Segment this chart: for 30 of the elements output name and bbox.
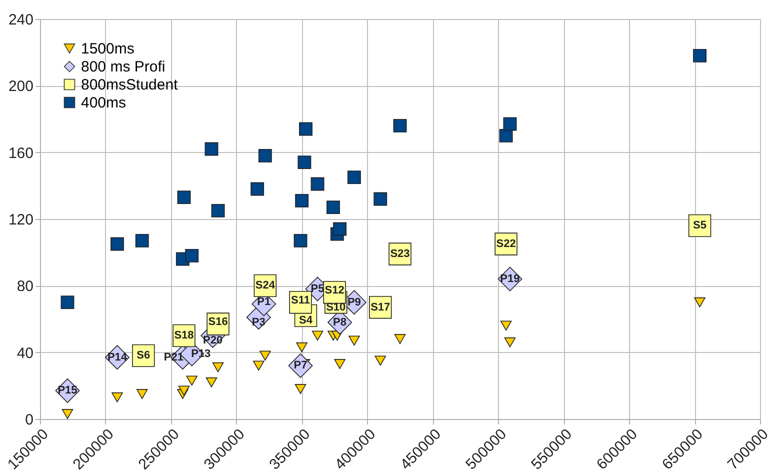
y-tick-label: 240 — [8, 12, 34, 28]
y-tick-label: 0 — [25, 412, 34, 428]
annotation: S23 — [390, 248, 410, 260]
annotation: P1 — [257, 296, 271, 308]
annotation: S11 — [291, 294, 310, 306]
annotation: S12 — [324, 284, 344, 296]
annotation: S22 — [496, 238, 516, 250]
annotation: P3 — [252, 316, 266, 328]
annotation: S5 — [693, 220, 707, 232]
y-tick-label: 120 — [8, 212, 34, 228]
annotation: P14 — [107, 351, 128, 364]
annotation: S17 — [370, 301, 390, 314]
y-tick-label: 200 — [8, 78, 34, 96]
annotation: S4 — [299, 314, 314, 327]
annotation: P15 — [58, 384, 78, 397]
annotation: S24 — [255, 280, 276, 292]
annotation: S16 — [208, 316, 228, 328]
y-tick-label: 160 — [8, 144, 34, 162]
annotation: S18 — [174, 330, 194, 342]
legend-label: 1500ms — [81, 40, 134, 58]
annotation: P7 — [294, 360, 308, 372]
annotation: S6 — [136, 350, 150, 362]
y-tick-label: 40 — [16, 344, 34, 362]
legend-label: 800msStudent — [81, 76, 179, 94]
legend-label: 800 ms Profi — [81, 58, 166, 76]
annotation: P19 — [500, 273, 520, 285]
annotation: P9 — [347, 296, 361, 308]
y-tick-label: 80 — [16, 278, 34, 296]
annotation: P8 — [333, 316, 347, 328]
legend-label: 400ms — [81, 94, 126, 112]
